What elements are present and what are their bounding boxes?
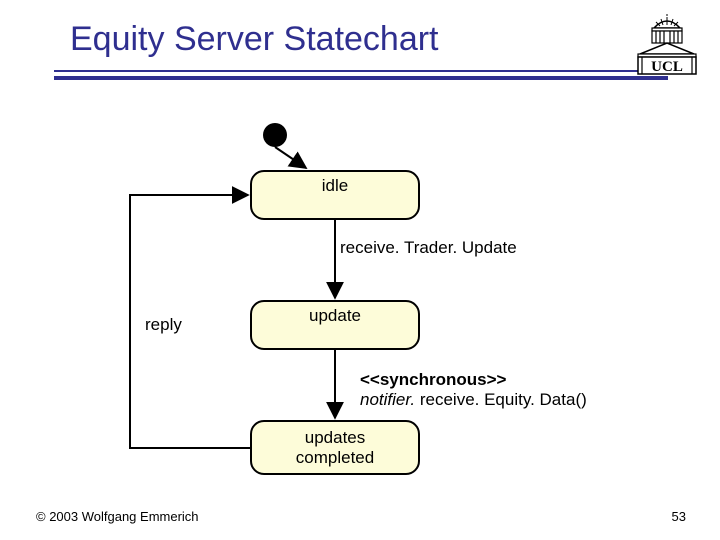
slide: Equity Server Statechart	[0, 0, 720, 540]
title-rule-thin	[54, 70, 668, 72]
state-update-label: update	[309, 306, 361, 325]
state-updates-label: updatescompleted	[296, 428, 374, 467]
state-idle: idle	[250, 170, 420, 220]
logo-text: UCL	[651, 59, 683, 75]
ucl-logo: UCL	[634, 14, 700, 76]
state-idle-label: idle	[322, 176, 348, 195]
transition-synchronous-stereotype: <<synchronous>>	[360, 370, 506, 390]
notifier-object-text: notifier.	[360, 390, 415, 409]
transition-notifier-receive-equity-data: notifier. receive. Equity. Data()	[360, 390, 587, 410]
slide-title: Equity Server Statechart	[70, 20, 439, 59]
page-number: 53	[672, 509, 686, 524]
copyright-footer: © 2003 Wolfgang Emmerich	[36, 509, 199, 524]
state-updates-completed: updatescompleted	[250, 420, 420, 475]
transition-reply: reply	[145, 315, 182, 335]
title-rule-thick	[54, 76, 668, 80]
transition-receive-trader-update: receive. Trader. Update	[340, 238, 517, 258]
receive-equity-data-text: receive. Equity. Data()	[415, 390, 587, 409]
state-update: update	[250, 300, 420, 350]
